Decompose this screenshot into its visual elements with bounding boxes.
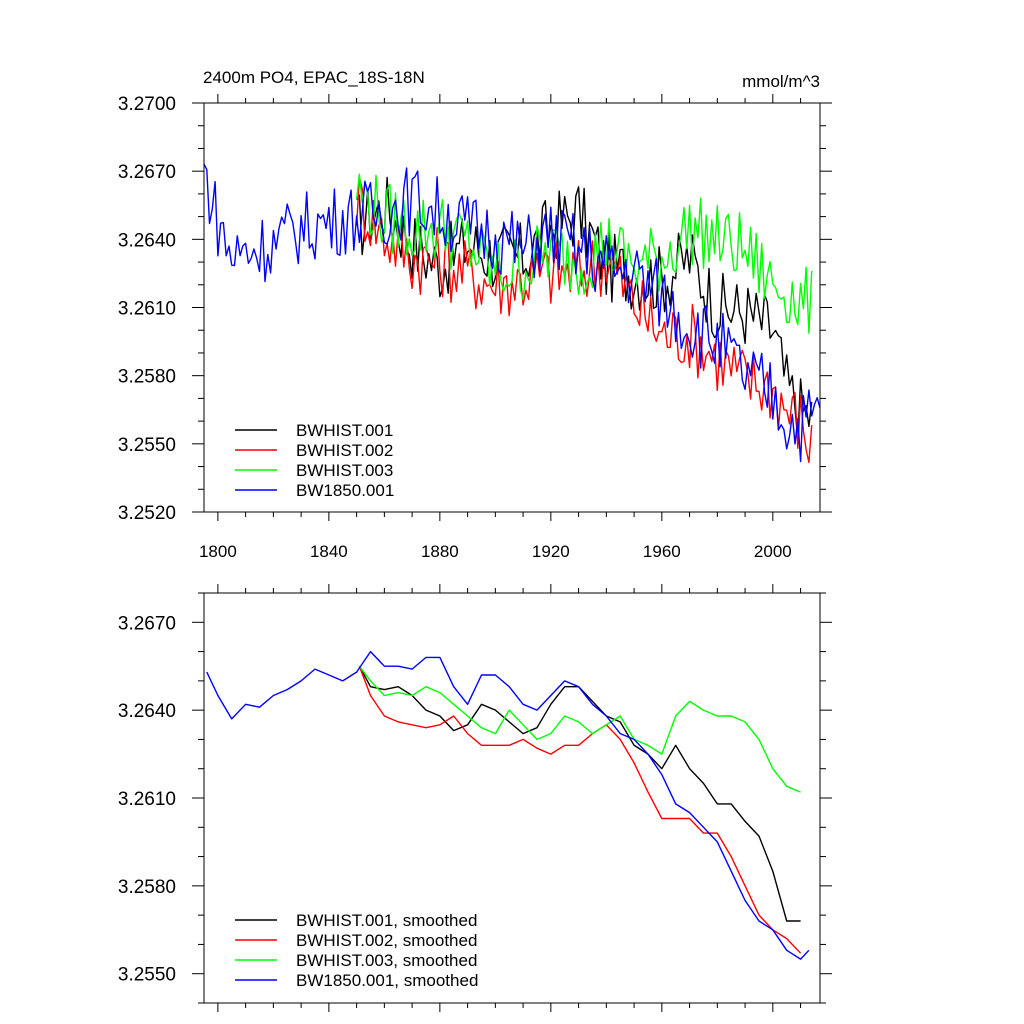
top-y-tick-label: 3.2550 — [118, 435, 176, 456]
top-plot-frame — [203, 102, 821, 513]
top-series-line-3 — [355, 173, 813, 334]
top-y-tick-label: 3.2670 — [118, 162, 176, 183]
top-legend-label: BWHIST.002 — [296, 441, 393, 460]
bottom-y-tick-label: 3.2640 — [118, 701, 176, 722]
panel-raw: 2400m PO4, EPAC_18S-18N mmol/m^3 1800 184… — [118, 68, 832, 561]
top-legend-label: BWHIST.001 — [296, 421, 393, 440]
bottom-plot-frame — [203, 592, 821, 1004]
top-y-tick-label: 3.2640 — [118, 230, 176, 251]
top-series-group — [203, 163, 821, 464]
top-legend-label: BWHIST.003 — [296, 461, 393, 480]
top-y-tick-label: 3.2520 — [118, 503, 176, 524]
top-x-tick-label: 1880 — [421, 542, 459, 561]
top-series-line-1 — [356, 176, 813, 441]
bottom-y-tick-label: 3.2550 — [118, 965, 176, 986]
bottom-legend-label: BWHIST.001, smoothed — [296, 911, 477, 930]
bottom-y-tick-label: 3.2580 — [118, 877, 176, 898]
units-label: mmol/m^3 — [742, 72, 820, 91]
top-axes: 1800 1840 1880 1920 1960 2000 3.2520 3.2550 3.25… — [118, 94, 832, 561]
bottom-legend-label: BWHIST.002, smoothed — [296, 931, 477, 950]
panel-smoothed: 3.2550 3.2580 3.2610 3.2640 3.2670 BWHIST.00… — [118, 584, 832, 1012]
bottom-axes: 3.2550 3.2580 3.2610 3.2640 3.2670 — [118, 584, 832, 1012]
top-series-line-2 — [355, 177, 813, 464]
top-y-tick-label: 3.2700 — [118, 94, 176, 115]
top-x-tick-label: 1960 — [643, 542, 681, 561]
bottom-y-tick-label: 3.2610 — [118, 789, 176, 810]
bottom-y-tick-label: 3.2670 — [118, 613, 176, 634]
bottom-legend-label: BW1850.001, smoothed — [296, 971, 478, 990]
chart-title: 2400m PO4, EPAC_18S-18N — [203, 68, 425, 87]
top-x-tick-label: 1920 — [532, 542, 570, 561]
bottom-legend-label: BWHIST.003, smoothed — [296, 951, 477, 970]
bottom-series-line-3 — [358, 665, 801, 793]
top-x-tick-label: 1840 — [310, 542, 348, 561]
bottom-series-line-2 — [358, 665, 802, 954]
bottom-series-line-4 — [206, 650, 810, 960]
top-legend-label: BW1850.001 — [296, 481, 394, 500]
top-x-tick-label: 2000 — [754, 542, 792, 561]
top-x-tick-label: 1800 — [199, 542, 237, 561]
top-y-tick-label: 3.2580 — [118, 367, 176, 388]
top-y-tick-label: 3.2610 — [118, 299, 176, 320]
top-series-line-4 — [203, 163, 821, 463]
bottom-series-group — [206, 650, 810, 960]
